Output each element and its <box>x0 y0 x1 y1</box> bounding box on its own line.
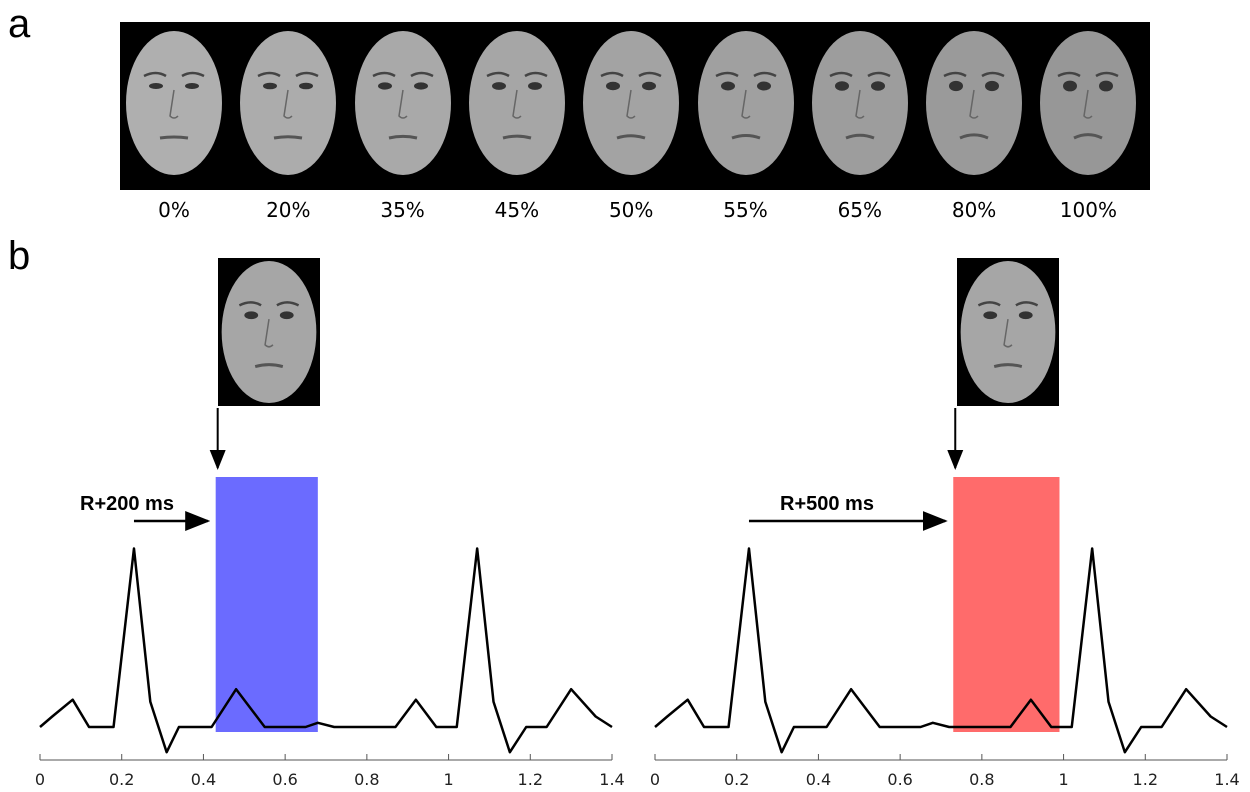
x-tick-label: 1.4 <box>1214 770 1239 789</box>
morph-face-6 <box>810 28 910 184</box>
face-morph-strip <box>120 22 1150 190</box>
x-tick-label: 0.4 <box>191 770 216 789</box>
ecg-trace-right <box>654 547 1228 754</box>
panel-label-a: a <box>8 2 31 46</box>
x-tick-label: 0 <box>650 770 660 789</box>
morph-face-4 <box>581 28 681 184</box>
x-tick-label: 0.2 <box>109 770 134 789</box>
x-tick-label: 0.8 <box>354 770 379 789</box>
morph-face-2 <box>353 28 453 184</box>
x-tick-label: 0 <box>35 770 45 789</box>
morph-level-label: 65% <box>837 198 883 222</box>
delay-label-right: R+500 ms <box>780 493 874 515</box>
face-stimulus-left <box>218 258 320 406</box>
morph-face-5 <box>696 28 796 184</box>
panel-label-b: b <box>8 234 31 278</box>
delay-label-left: R+200 ms <box>80 493 174 515</box>
x-tick-label: 0.8 <box>969 770 994 789</box>
x-tick-label: 0.6 <box>272 770 297 789</box>
x-tick-label: 1.4 <box>599 770 624 789</box>
x-tick-label: 0.2 <box>724 770 749 789</box>
x-tick-label: 1.2 <box>518 770 543 789</box>
x-tick-label: 1.2 <box>1133 770 1158 789</box>
face-stimulus-right <box>957 258 1059 406</box>
x-tick-label: 1 <box>1058 770 1068 789</box>
morph-face-8 <box>1038 28 1138 184</box>
morph-level-label: 45% <box>494 198 540 222</box>
stimulus-window-right <box>953 477 1060 732</box>
morph-level-label: 80% <box>951 198 997 222</box>
morph-level-label: 55% <box>723 198 768 222</box>
morph-face-0 <box>124 28 224 184</box>
morph-face-1 <box>238 28 338 184</box>
morph-face-7 <box>924 28 1024 184</box>
morph-level-label: 100% <box>1059 198 1117 222</box>
ecg-trace-left <box>39 547 613 754</box>
x-tick-label: 1 <box>443 770 453 789</box>
morph-face-3 <box>467 28 567 184</box>
morph-level-label: 20% <box>266 198 311 222</box>
morph-level-label: 50% <box>608 198 654 222</box>
morph-level-label: 0% <box>158 198 190 222</box>
x-tick-label: 0.6 <box>887 770 912 789</box>
x-tick-label: 0.4 <box>806 770 831 789</box>
morph-level-label: 35% <box>380 198 425 222</box>
stimulus-window-left <box>215 477 318 732</box>
